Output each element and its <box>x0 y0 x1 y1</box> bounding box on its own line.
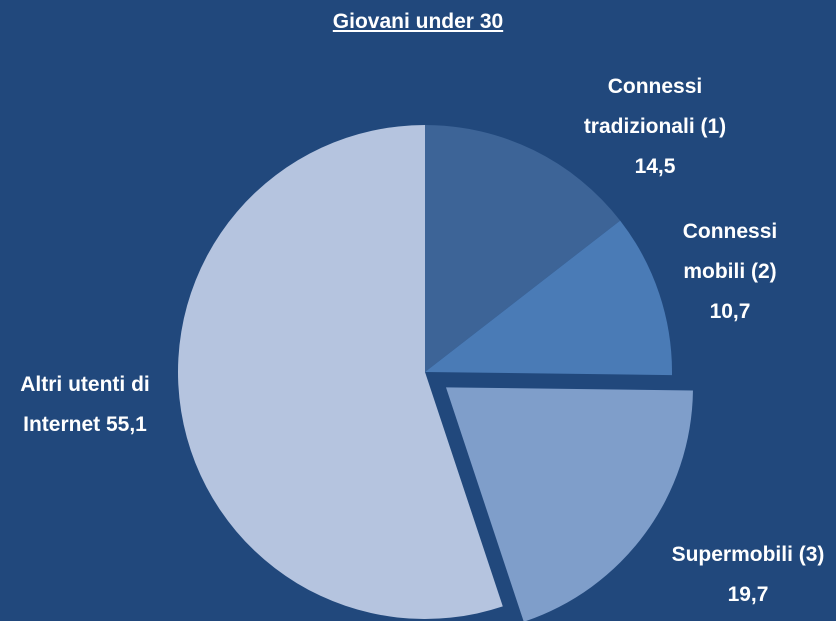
value-label: 19,7 <box>727 583 769 606</box>
slice-label: Supermobili (3) 19,7 <box>663 535 833 615</box>
category-label: Supermobili (3) <box>671 543 825 566</box>
value-label: 10,7 <box>709 300 751 323</box>
slice-label: Connessi tradizionali (1) 14,5 <box>580 67 730 187</box>
value-label: 55,1 <box>105 413 147 436</box>
pie-slice <box>445 387 693 621</box>
category-label: Connessi mobili (2) <box>682 220 778 283</box>
category-label: Altri utenti di Internet <box>20 373 150 436</box>
pie-slice <box>425 125 621 372</box>
value-label: 14,5 <box>634 155 676 178</box>
slice-label: Connessi mobili (2) 10,7 <box>660 212 800 332</box>
slice-label: Altri utenti di Internet 55,1 <box>10 365 160 445</box>
pie-slice <box>178 125 503 619</box>
category-label: Connessi tradizionali (1) <box>583 75 727 138</box>
pie-slice <box>425 220 672 376</box>
chart-title: Giovani under 30 <box>332 10 504 33</box>
